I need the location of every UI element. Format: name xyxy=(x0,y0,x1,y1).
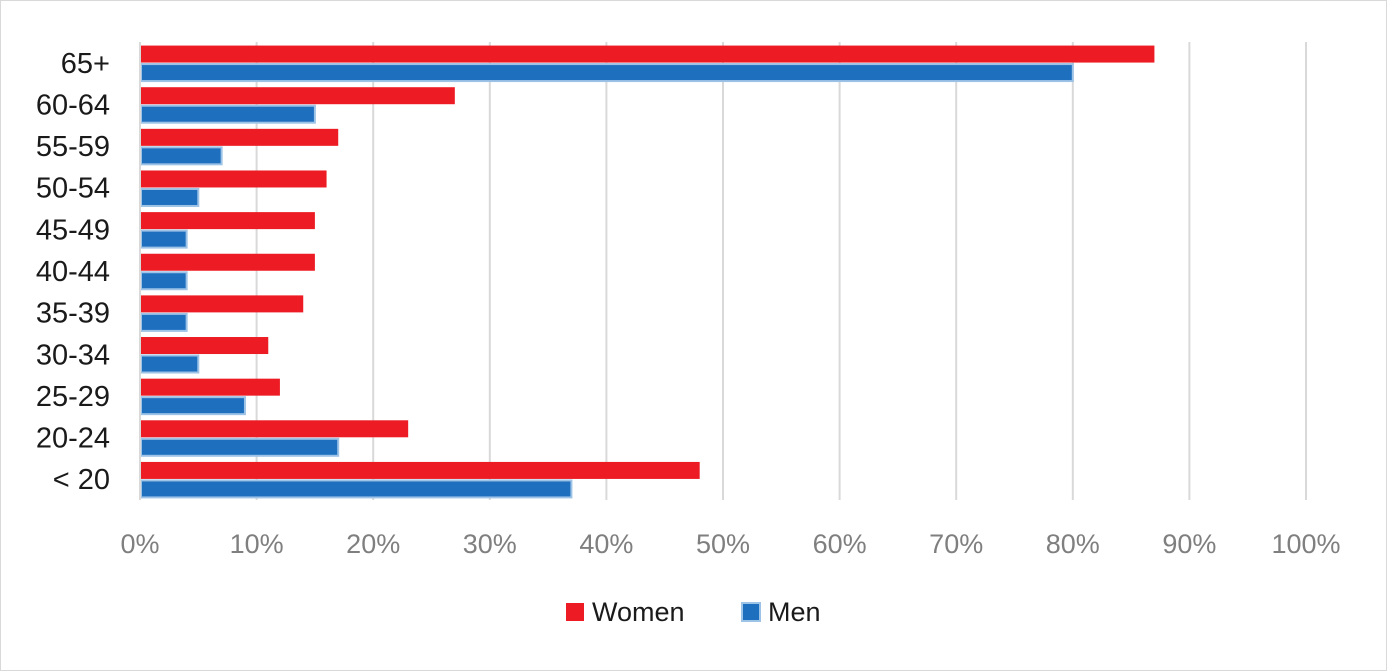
category-label: < 20 xyxy=(53,464,110,496)
category-label: 30-34 xyxy=(36,339,110,371)
bar-women-55-59 xyxy=(141,128,339,146)
category-label: 20-24 xyxy=(36,423,110,455)
x-tick-label: 40% xyxy=(579,529,633,559)
tick-labels: 0% 10% 20% 30% 40% 50% 60% 70% 80% 90% 100% xyxy=(120,529,1340,559)
x-tick-label: 20% xyxy=(346,529,400,559)
category-label: 65+ xyxy=(61,48,110,80)
category-label: 25-29 xyxy=(36,381,110,413)
bar-women-20-24 xyxy=(141,420,409,438)
bar-women-60-64 xyxy=(141,87,455,105)
x-tick-label: 70% xyxy=(929,529,983,559)
gridlines xyxy=(255,42,1307,500)
bar-men-50-54 xyxy=(140,187,200,207)
category-label: 55-59 xyxy=(36,131,110,163)
bar-men-60-64 xyxy=(140,104,316,124)
bar-women-65 xyxy=(141,45,1155,63)
bar-men-35-39 xyxy=(140,312,188,332)
bar-men-65 xyxy=(140,63,1074,83)
bar-women-50-54 xyxy=(141,170,327,188)
category-label: 60-64 xyxy=(36,89,110,121)
bar-women-35-39 xyxy=(141,295,304,313)
bar-women-45-49 xyxy=(141,212,315,230)
x-tick-label: 90% xyxy=(1162,529,1216,559)
category-labels: < 20 20-24 25-29 30-34 35-39 40-44 45-49 50-54 5… xyxy=(36,48,110,496)
x-tick-label: 10% xyxy=(230,529,284,559)
bar-women-20 xyxy=(141,461,700,479)
x-tick-label: 60% xyxy=(813,529,867,559)
bar-men-40-44 xyxy=(140,271,188,291)
bar-men-20-24 xyxy=(140,437,340,457)
x-tick-label: 30% xyxy=(463,529,517,559)
bar-women-30-34 xyxy=(141,337,269,355)
category-label: 50-54 xyxy=(36,173,110,205)
category-label: 45-49 xyxy=(36,214,110,246)
bar-men-25-29 xyxy=(140,396,246,416)
legend-swatch-women xyxy=(566,603,584,621)
x-tick-label: 0% xyxy=(120,529,159,559)
legend-swatch-men xyxy=(741,602,761,622)
legend-label-men: Men xyxy=(768,597,821,627)
bar-women-40-44 xyxy=(141,253,315,271)
x-tick-label: 50% xyxy=(696,529,750,559)
bars xyxy=(140,45,1155,499)
x-tick-label: 80% xyxy=(1046,529,1100,559)
category-label: 40-44 xyxy=(36,256,110,288)
bar-men-30-34 xyxy=(140,354,200,374)
bar-women-25-29 xyxy=(141,378,280,396)
legend: Women Men xyxy=(566,597,821,627)
bar-men-45-49 xyxy=(140,229,188,249)
bar-men-20 xyxy=(140,479,573,499)
legend-label-women: Women xyxy=(592,597,685,627)
category-label: 35-39 xyxy=(36,298,110,330)
x-tick-label: 100% xyxy=(1271,529,1340,559)
bar-men-55-59 xyxy=(140,146,223,166)
